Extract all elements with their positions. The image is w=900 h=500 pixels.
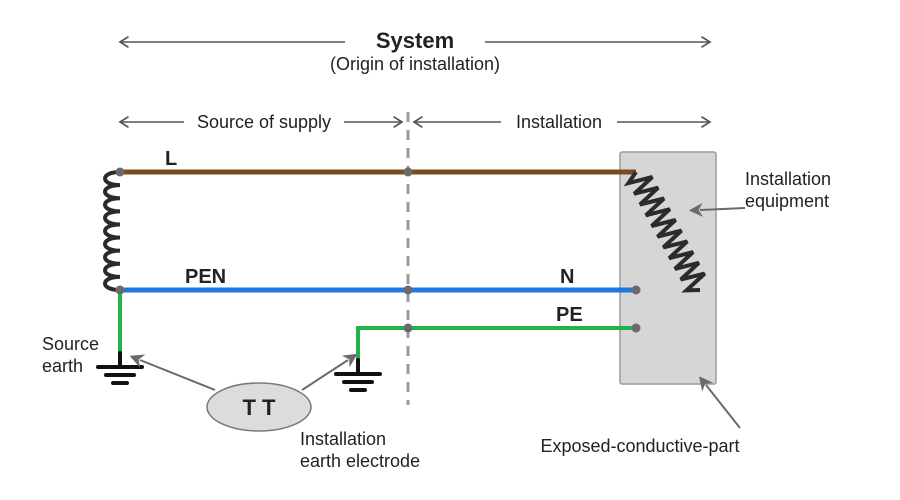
source-of-supply-label: Source of supply <box>197 112 331 132</box>
junction-node <box>404 324 413 333</box>
source-earth-electrode-icon <box>98 353 142 383</box>
tt-system-badge: T T <box>207 383 311 431</box>
installation-equipment-label-line2: equipment <box>745 191 829 211</box>
installation-equipment-label-line1: Installation <box>745 169 831 189</box>
source-transformer-coil-icon <box>105 172 120 290</box>
source-earth-label-line2: earth <box>42 356 83 376</box>
tt-system-label: T T <box>243 395 277 420</box>
installation-earth-electrode-label-line1: Installation <box>300 429 386 449</box>
conductor-label-PE: PE <box>556 304 583 326</box>
header-dimension: System (Origin of installation) <box>120 28 710 74</box>
conductor-label-N: N <box>560 266 574 288</box>
installation-equipment-enclosure <box>620 152 716 384</box>
junction-node <box>632 286 641 295</box>
system-subtitle: (Origin of installation) <box>330 54 500 74</box>
subheader-dimension: Source of supply Installation <box>120 112 710 132</box>
tt-to-source-earth-pointer <box>140 360 215 390</box>
junction-node <box>404 286 413 295</box>
installation-earth-electrode-label-line2: earth electrode <box>300 451 420 471</box>
junction-node <box>632 324 641 333</box>
conductor-label-PEN: PEN <box>185 266 226 288</box>
conductor-label-L: L <box>165 148 177 170</box>
exposed-conductive-part-pointer <box>706 385 740 428</box>
source-earth-label-line1: Source <box>42 334 99 354</box>
junction-node <box>116 286 125 295</box>
system-title: System <box>376 28 454 53</box>
junction-node <box>116 168 125 177</box>
tt-earthing-system-diagram: System (Origin of installation) Source o… <box>0 0 900 500</box>
installation-label: Installation <box>516 112 602 132</box>
exposed-conductive-part-label: Exposed-conductive-part <box>540 436 739 456</box>
junction-node <box>404 168 413 177</box>
